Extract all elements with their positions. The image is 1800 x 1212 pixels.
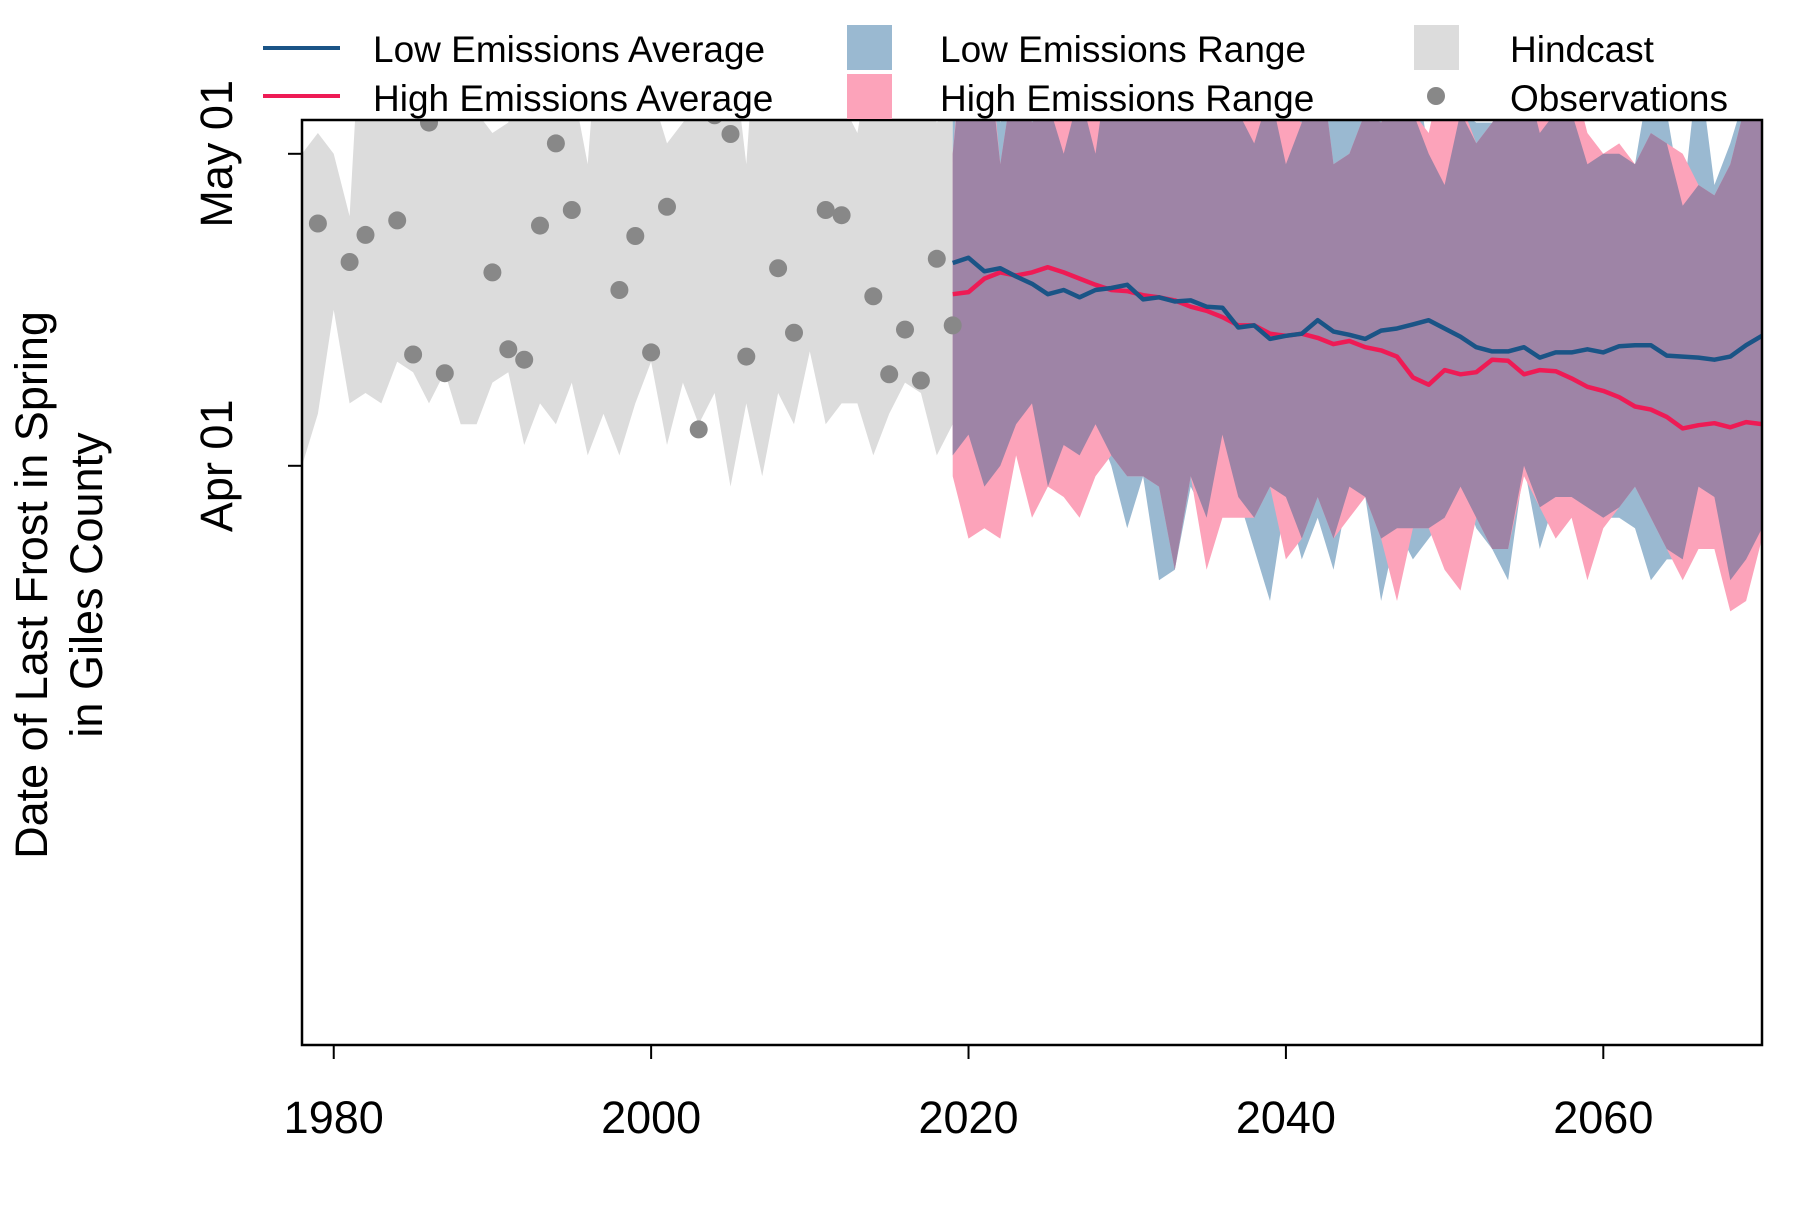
y-tick-label: Apr 01	[191, 400, 242, 533]
legend-key-hindcast	[1414, 25, 1459, 70]
x-tick-label: 1980	[284, 1092, 384, 1143]
observation-point	[896, 320, 914, 339]
observation-point	[610, 281, 629, 299]
x-tick-label: 2040	[1236, 1092, 1336, 1143]
y-axis-title: Date of Last Frost in Spring in Giles Co…	[6, 311, 112, 859]
observation-point	[308, 214, 327, 233]
legend-label-hindcast: Hindcast	[1510, 29, 1655, 70]
x-tick-label: 2060	[1553, 1092, 1653, 1143]
observation-point	[769, 259, 788, 278]
observation-point	[626, 227, 645, 245]
x-axis: 1980 2000 2020 2040 2060	[284, 1044, 1653, 1143]
observation-point	[435, 364, 454, 383]
observation-point	[483, 263, 502, 282]
legend-key-high-range	[847, 74, 892, 119]
observation-point	[801, 74, 819, 92]
observation-point	[325, 50, 343, 68]
y-axis: Apr 01 May 01	[191, 80, 302, 532]
observation-point	[340, 253, 359, 271]
observation-point	[658, 197, 676, 216]
hindcast-band	[302, 120, 953, 487]
observation-point	[642, 343, 661, 362]
x-tick-label: 2000	[601, 1092, 701, 1143]
legend-label-high-range: High Emissions Range	[940, 78, 1314, 119]
plot-area	[302, 0, 1762, 612]
legend-label-low-avg: Low Emissions Average	[373, 29, 765, 70]
legend-key-low-range	[847, 25, 892, 70]
y-axis-title-line-1: Date of Last Frost in Spring	[6, 311, 57, 859]
observation-point	[515, 350, 534, 369]
legend-key-observations	[1427, 87, 1445, 105]
y-axis-title-line-2: in Giles County	[61, 432, 112, 738]
observation-point	[943, 316, 962, 335]
legend-label-observations: Observations	[1510, 78, 1728, 119]
observation-point	[927, 249, 946, 268]
observation-point	[785, 323, 803, 342]
observation-point	[880, 365, 899, 384]
legend: Low Emissions Average High Emissions Ave…	[263, 25, 1728, 119]
observation-point	[816, 201, 835, 219]
observation-point	[579, 0, 597, 15]
observation-point	[911, 371, 930, 390]
high-emissions-average-line	[952, 264, 1762, 431]
observation-point	[404, 345, 423, 364]
observation-point	[721, 125, 740, 143]
legend-label-high-avg: High Emissions Average	[373, 78, 773, 119]
x-tick-label: 2020	[918, 1092, 1018, 1143]
y-tick-label: May 01	[191, 80, 242, 228]
observation-point	[737, 347, 756, 366]
observation-point	[499, 340, 518, 359]
low-emissions-average-line	[951, 255, 1762, 362]
observation-point	[595, 3, 613, 21]
observation-point	[546, 134, 565, 153]
observation-point	[832, 206, 851, 225]
observation-point	[562, 201, 581, 219]
observation-point	[689, 420, 708, 439]
observation-point	[531, 216, 549, 235]
ranges-overlap-band	[952, 120, 1762, 581]
legend-label-low-range: Low Emissions Range	[940, 29, 1306, 70]
observation-point	[864, 287, 883, 306]
observation-point	[356, 225, 375, 244]
observation-point	[420, 120, 438, 132]
observation-point	[388, 211, 407, 230]
